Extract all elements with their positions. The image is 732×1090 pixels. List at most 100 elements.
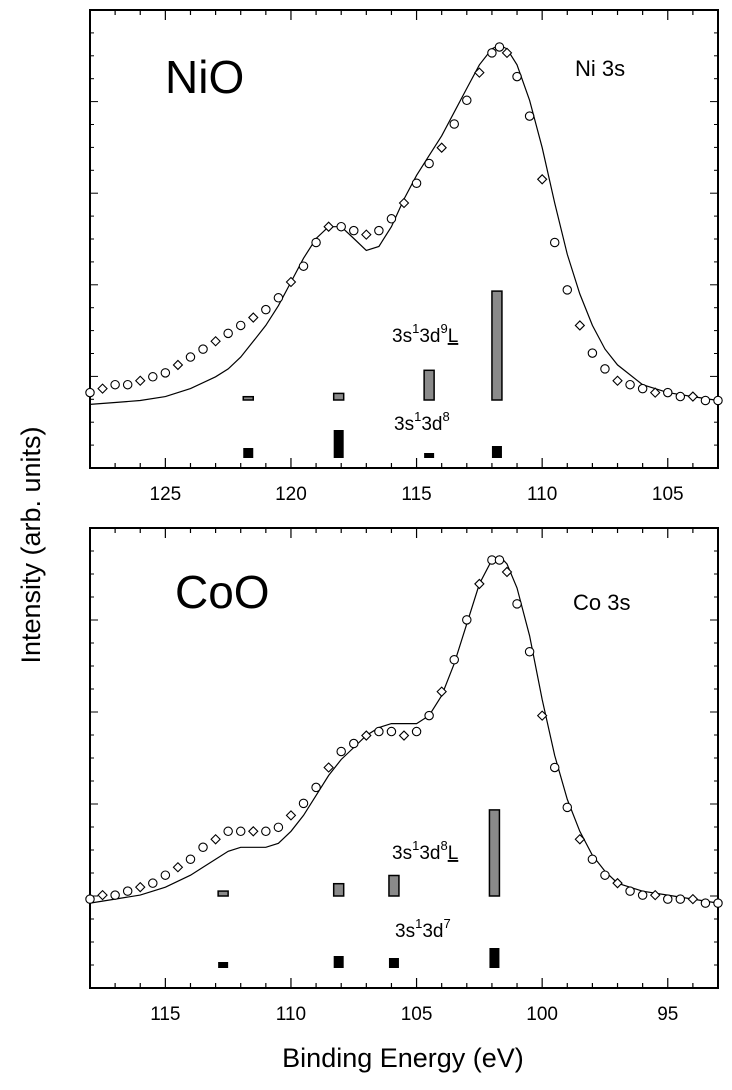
- y-axis-title: Intensity (arb. units): [16, 426, 46, 663]
- data-point: [449, 654, 459, 665]
- data-point: [261, 304, 271, 315]
- data-point: [549, 762, 560, 773]
- data-point: [110, 379, 120, 390]
- data-point: [637, 383, 648, 394]
- data-point: [587, 854, 598, 864]
- data-point: [386, 726, 397, 737]
- data-point: [600, 870, 610, 880]
- data-point: [285, 810, 297, 821]
- coo-compound-label: CoO: [175, 566, 270, 618]
- data-point: [298, 798, 309, 809]
- data-point: [311, 782, 321, 793]
- data-point: [223, 826, 233, 837]
- data-point: [172, 861, 184, 873]
- data-point: [424, 710, 434, 721]
- x-axis-title: Binding Energy (eV): [282, 1043, 524, 1073]
- data-point: [501, 566, 513, 578]
- x-tick-label: 100: [526, 1004, 558, 1025]
- nio-ligand-config-label: 3s13d9L: [392, 321, 458, 347]
- data-point: [700, 898, 711, 908]
- data-point: [122, 886, 133, 896]
- unscreened-multiplet-bar: [218, 962, 229, 968]
- data-point: [675, 894, 686, 904]
- data-point: [713, 395, 723, 406]
- data-point: [663, 894, 673, 904]
- x-tick-label: 115: [150, 1004, 180, 1025]
- data-point: [97, 383, 108, 394]
- data-point: [248, 826, 259, 837]
- data-point: [148, 372, 158, 382]
- data-point: [273, 293, 284, 303]
- data-point: [349, 738, 359, 749]
- data-point: [574, 834, 586, 845]
- ligand-multiplet-bar: [423, 369, 435, 401]
- x-tick-label: 105: [401, 1004, 433, 1025]
- ligand-multiplet-bar: [242, 395, 255, 401]
- data-point: [424, 158, 434, 169]
- coo-experimental-points: [85, 555, 723, 908]
- ligand-multiplet-bar: [332, 882, 345, 897]
- unscreened-multiplet-bar: [491, 446, 502, 458]
- data-point: [134, 881, 146, 893]
- data-point: [512, 71, 522, 82]
- data-point: [110, 890, 120, 900]
- data-point: [285, 276, 297, 288]
- data-point: [223, 328, 233, 339]
- data-point: [97, 889, 108, 901]
- coo-panel: 115 110 105 100 95 CoO Co 3s 3s13d8L 3s13d7: [85, 527, 723, 1025]
- unscreened-multiplet-bar: [489, 948, 500, 968]
- nio-core-level-label: Ni 3s: [575, 56, 625, 81]
- nio-unscreened-config-label: 3s13d8: [394, 409, 450, 435]
- unscreened-multiplet-bar: [424, 453, 435, 458]
- data-point: [637, 890, 648, 900]
- coo-unscreened-config-label: 3s13d7: [395, 916, 451, 942]
- data-point: [235, 826, 246, 837]
- data-point: [361, 229, 372, 240]
- data-point: [85, 894, 95, 904]
- ligand-multiplet-bar: [217, 890, 229, 897]
- data-point: [462, 615, 472, 625]
- data-point: [449, 119, 459, 129]
- data-point: [536, 710, 548, 721]
- data-point: [713, 898, 723, 908]
- nio-calculated-spectrum: [89, 44, 719, 405]
- unscreened-multiplet-bar: [333, 956, 344, 968]
- data-point: [625, 379, 635, 390]
- data-point: [436, 142, 447, 153]
- coo-x-ticks: 115 110 105 100 95: [89, 528, 719, 1025]
- data-point: [235, 320, 246, 331]
- data-point: [536, 174, 548, 185]
- nio-experimental-points: [85, 42, 723, 406]
- data-point: [494, 42, 505, 52]
- data-point: [562, 802, 573, 813]
- nio-multiplet-bars: [242, 290, 503, 458]
- data-point: [663, 387, 673, 398]
- data-point: [574, 320, 586, 331]
- data-point: [298, 261, 309, 271]
- data-point: [248, 312, 259, 323]
- data-point: [494, 555, 505, 565]
- data-point: [462, 95, 472, 106]
- data-point: [361, 730, 372, 741]
- x-tick-label: 115: [401, 484, 431, 505]
- unscreened-multiplet-bar: [388, 958, 399, 968]
- data-point: [600, 364, 610, 374]
- data-point: [323, 762, 334, 773]
- x-tick-label: 110: [527, 484, 557, 505]
- data-point: [687, 893, 699, 905]
- data-point: [122, 379, 133, 390]
- data-point: [612, 375, 623, 387]
- ligand-multiplet-bar: [488, 809, 501, 897]
- nio-x-ticks: 125 120 115 110 105: [89, 10, 719, 505]
- data-point: [336, 221, 346, 232]
- data-point: [374, 726, 384, 737]
- data-point: [148, 878, 158, 888]
- data-point: [625, 886, 635, 896]
- data-point: [474, 578, 485, 590]
- data-point: [336, 746, 346, 757]
- coo-core-level-label: Co 3s: [573, 590, 630, 615]
- data-point: [700, 395, 711, 406]
- data-point: [185, 854, 196, 864]
- data-point: [487, 48, 497, 58]
- coo-ligand-config-label: 3s13d8L: [392, 838, 458, 864]
